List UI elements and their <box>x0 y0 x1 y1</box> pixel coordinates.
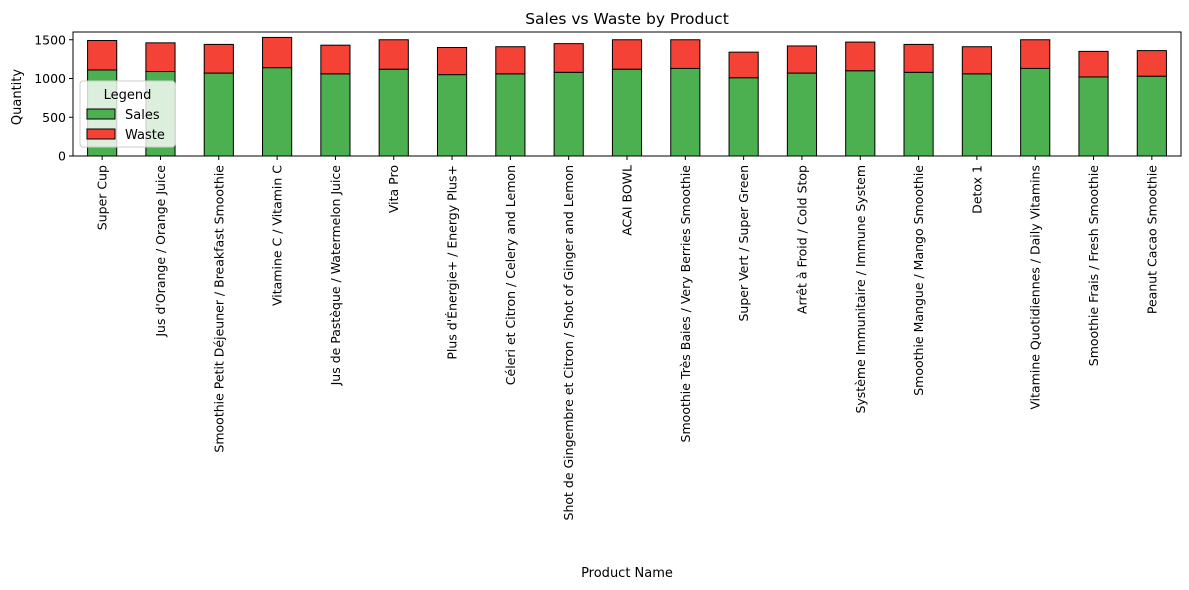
x-tick-label: Smoothie Mangue / Mango Smoothie <box>911 165 926 396</box>
bar-waste-plus-d-energie-energy-plus <box>436 47 468 76</box>
x-tick-label: Vitamine C / Vitamin C <box>270 165 285 306</box>
x-tick-label: Smoothie Très Baies / Very Berries Smoot… <box>678 165 693 443</box>
bar-waste-celeri-et-citron-celery-and-lemon <box>495 46 526 75</box>
bar-sales-smoothie-petit-dejeuner-breakfast-smoothie <box>203 72 234 157</box>
bar-sales-acai-bowl <box>611 68 643 157</box>
bar-waste-super-cup <box>87 40 118 71</box>
bar-sales-arret-a-froid-cold-stop <box>786 72 818 157</box>
y-tick-label: 500 <box>42 110 66 125</box>
x-tick-label: Vita Pro <box>386 165 401 213</box>
x-tick-label: Super Vert / Super Green <box>736 165 751 322</box>
x-tick-label: Smoothie Frais / Fresh Smoothie <box>1086 165 1101 367</box>
bar-sales-smoothie-frais-fresh-smoothie <box>1078 76 1109 157</box>
bar-waste-vitamine-quotidiennes-daily-vitamins <box>1020 39 1051 69</box>
bar-waste-smoothie-frais-fresh-smoothie <box>1078 50 1109 78</box>
bar-waste-peanut-cacao-smoothie <box>1136 50 1167 77</box>
plot-frame <box>72 31 1182 157</box>
chart-title: Sales vs Waste by Product <box>525 10 729 28</box>
x-tick-label: Arrêt à Froid / Cold Stop <box>794 165 809 314</box>
bar-sales-vitamine-c-vitamin-c <box>262 67 293 157</box>
y-tick-label: 1000 <box>34 71 66 86</box>
bar-sales-smoothie-tres-baies-very-berries-smoothie <box>670 67 701 157</box>
bar-sales-celeri-et-citron-celery-and-lemon <box>495 73 526 157</box>
bar-waste-arret-a-froid-cold-stop <box>786 45 818 74</box>
bar-sales-detox-1 <box>961 73 992 157</box>
x-tick-label: Plus d'Énergie+ / Energy Plus+ <box>445 165 460 360</box>
y-tick-label: 0 <box>58 149 66 164</box>
bar-sales-super-vert-super-green <box>728 77 759 157</box>
bar-waste-super-vert-super-green <box>728 51 759 79</box>
x-tick-label: Detox 1 <box>969 165 984 214</box>
bar-sales-peanut-cacao-smoothie <box>1136 75 1167 157</box>
bars-layer <box>87 36 1167 157</box>
bar-waste-systeme-immunitaire-immune-system <box>845 41 876 72</box>
bar-sales-jus-de-pasteque-watermelon-juice <box>320 73 351 157</box>
bar-sales-shot-de-gingembre-et-citron-shot-of-ginger-and-lemon <box>553 71 584 157</box>
x-tick-label: Shot de Gingembre et Citron / Shot of Gi… <box>561 165 576 520</box>
bar-sales-smoothie-mangue-mango-smoothie <box>903 71 934 157</box>
bar-waste-detox-1 <box>961 46 992 75</box>
bar-waste-acai-bowl <box>611 39 643 70</box>
bar-waste-smoothie-mangue-mango-smoothie <box>903 43 934 73</box>
x-tick-label: ACAI BOWL <box>620 165 635 236</box>
bar-sales-vitamine-quotidiennes-daily-vitamins <box>1020 67 1051 157</box>
bar-waste-vitamine-c-vitamin-c <box>262 36 293 69</box>
bar-sales-plus-d-energie-energy-plus <box>436 74 468 157</box>
legend-swatch-waste <box>86 128 116 140</box>
bar-waste-jus-de-pasteque-watermelon-juice <box>320 44 351 75</box>
x-tick-label: Jus de Pastèque / Watermelon Juice <box>328 165 343 387</box>
legend-label-waste: Waste <box>125 128 165 143</box>
bar-waste-jus-d-orange-orange-juice <box>145 42 176 73</box>
bar-waste-vita-pro <box>378 39 409 70</box>
legend-title: Legend <box>104 88 152 103</box>
y-ticks-layer: 0 500 1000 1500 <box>34 32 73 164</box>
x-axis-title: Product Name <box>581 566 673 581</box>
x-tick-label: Super Cup <box>95 165 110 230</box>
bar-sales-vita-pro <box>378 68 409 157</box>
x-tick-label: Jus d'Orange / Orange Juice <box>153 165 168 338</box>
legend-swatch-sales <box>86 108 116 120</box>
bar-waste-smoothie-petit-dejeuner-breakfast-smoothie <box>203 43 234 74</box>
y-tick-label: 1500 <box>34 32 66 47</box>
x-tick-label: Peanut Cacao Smoothie <box>1144 165 1159 314</box>
bar-sales-systeme-immunitaire-immune-system <box>845 70 876 157</box>
y-axis-title: Quantity <box>10 69 25 125</box>
bar-waste-smoothie-tres-baies-very-berries-smoothie <box>670 39 701 69</box>
legend: Legend Sales Waste <box>79 80 176 148</box>
x-ticks-layer: Super Cup Jus d'Orange / Orange Juice Smoo… <box>95 156 1159 520</box>
legend-label-sales: Sales <box>125 108 160 123</box>
x-tick-label: Système Immunitaire / Immune System <box>853 165 868 414</box>
x-tick-label: Vitamine Quotidiennes / Daily Vitamins <box>1028 165 1043 410</box>
x-tick-label: Smoothie Petit Déjeuner / Breakfast Smoo… <box>211 165 226 453</box>
bar-waste-shot-de-gingembre-et-citron-shot-of-ginger-and-lemon <box>553 43 584 73</box>
x-tick-label: Céleri et Citron / Celery and Lemon <box>503 165 518 385</box>
